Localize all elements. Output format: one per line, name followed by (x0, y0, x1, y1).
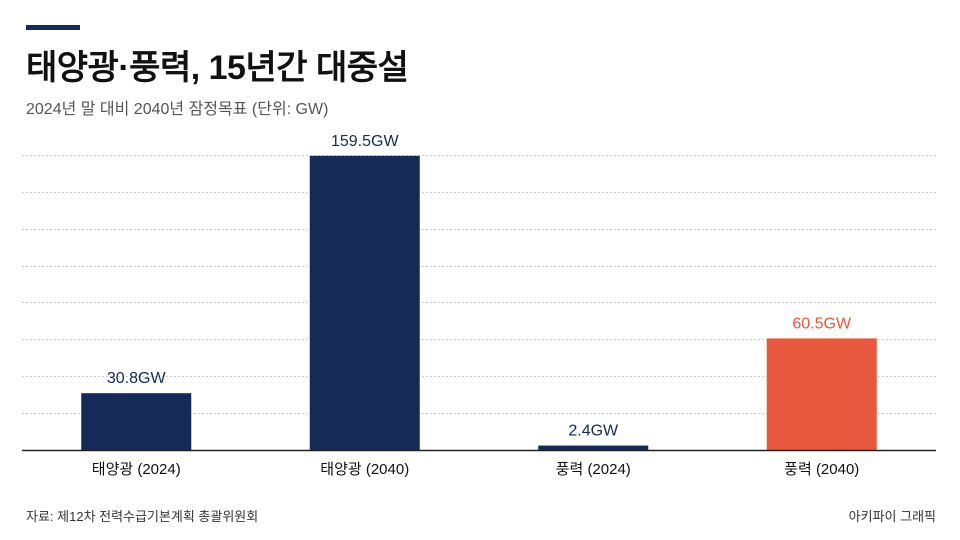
title-accent-bar (26, 25, 80, 30)
bar-value-label: 60.5GW (792, 315, 852, 332)
category-label: 풍력 (2040) (784, 461, 859, 478)
bar (766, 338, 877, 450)
chart-title: 태양광·풍력, 15년간 대중설 (26, 49, 409, 87)
chart-subtitle: 2024년 말 대비 2040년 잠정목표 (단위: GW) (26, 101, 329, 118)
category-label: 태양광 (2024) (92, 461, 181, 478)
brand-credit: 아키파이 그래픽 (848, 509, 936, 524)
bar-value-label: 30.8GW (107, 370, 167, 387)
bar (309, 155, 420, 451)
bar-value-label: 159.5GW (331, 133, 399, 150)
source-note: 자료: 제12차 전력수급기본계획 총괄위원회 (26, 509, 259, 524)
bar (81, 393, 192, 450)
bar (538, 445, 649, 450)
category-label: 태양광 (2040) (320, 461, 409, 478)
bar-value-label: 2.4GW (568, 423, 619, 440)
category-label: 풍력 (2024) (556, 461, 631, 478)
